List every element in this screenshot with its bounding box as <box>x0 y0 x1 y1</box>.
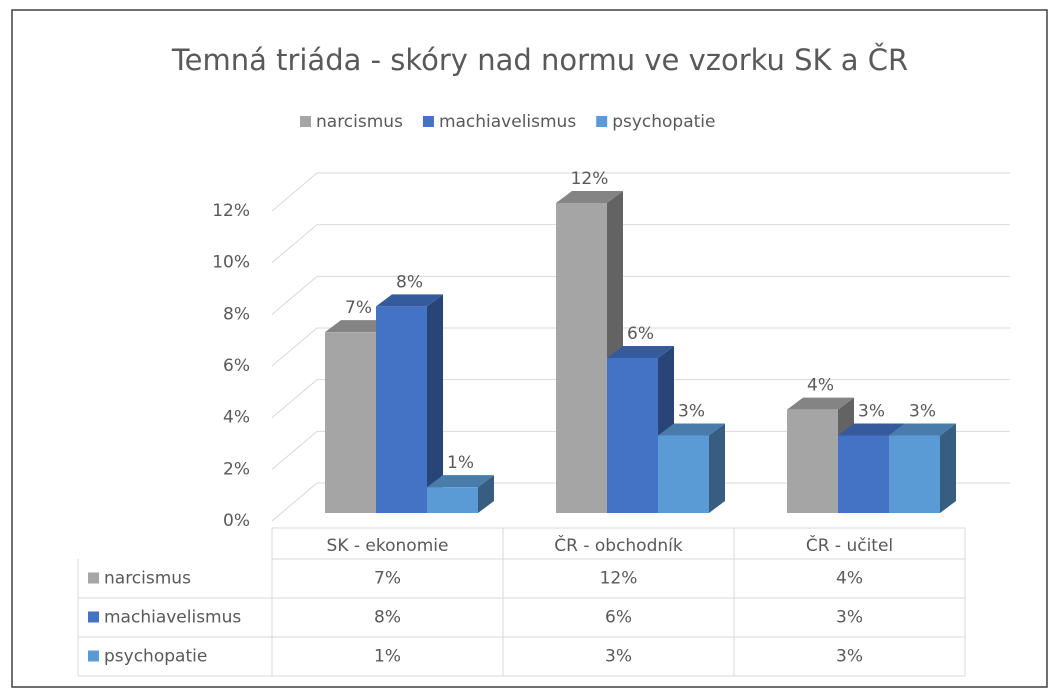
bar-top <box>658 423 725 436</box>
legend-swatch <box>300 116 311 127</box>
bar <box>838 435 889 513</box>
table-cell: 3% <box>836 647 863 667</box>
legend-label: narcismus <box>316 112 403 132</box>
y-tick-label: 6% <box>223 356 250 376</box>
x-tick-label: ČR - obchodník <box>554 534 683 556</box>
bar <box>556 203 607 513</box>
table-row-label: machiavelismus <box>104 608 241 628</box>
table-legend-swatch <box>88 611 99 623</box>
grid-line <box>271 172 318 212</box>
table-cell: 7% <box>374 569 401 589</box>
table-legend-swatch <box>88 650 99 662</box>
grid-line <box>271 224 318 264</box>
legend-swatch <box>596 116 608 127</box>
data-label: 1% <box>447 453 474 473</box>
table-legend-swatch <box>88 572 99 584</box>
bar-top <box>556 191 623 203</box>
legend-label: psychopatie <box>612 112 715 132</box>
bar-top <box>889 423 956 436</box>
grid-line <box>271 379 318 419</box>
bar-top <box>607 346 674 358</box>
legend-swatch <box>422 116 434 127</box>
table-cell: 6% <box>605 608 632 628</box>
y-tick-label: 8% <box>223 304 250 324</box>
bar-side <box>709 423 725 513</box>
x-tick-label: ČR - učitel <box>806 534 893 556</box>
bar-side <box>427 294 443 513</box>
y-tick-label: 12% <box>212 201 250 221</box>
bar <box>607 358 658 513</box>
bar-top <box>376 294 443 307</box>
chart-title: Temná triáda - skóry nad normu ve vzorku… <box>171 43 908 77</box>
bar-top <box>787 397 854 410</box>
grid-line <box>271 430 318 470</box>
y-tick-label: 10% <box>212 253 250 273</box>
grid-line <box>271 327 318 367</box>
data-label: 8% <box>396 272 423 292</box>
data-label: 3% <box>678 402 705 422</box>
table-cell: 1% <box>374 647 401 667</box>
data-label: 6% <box>627 324 654 344</box>
y-tick-label: 0% <box>223 511 250 531</box>
bar-side <box>940 423 956 513</box>
y-tick-label: 4% <box>223 408 250 428</box>
bar <box>658 435 709 513</box>
data-label: 12% <box>571 169 609 189</box>
table-row-label: narcismus <box>104 569 191 589</box>
bar <box>376 306 427 513</box>
data-label: 3% <box>909 402 936 422</box>
bar-side <box>478 475 494 513</box>
y-tick-label: 2% <box>223 459 250 479</box>
data-label: 4% <box>807 376 834 396</box>
table-row-label: psychopatie <box>104 647 207 667</box>
bar <box>325 332 376 513</box>
chart-border <box>11 9 1048 688</box>
grid-line <box>271 275 318 315</box>
grid-line <box>271 482 318 522</box>
bar-top <box>838 423 905 436</box>
table-cell: 12% <box>600 569 638 589</box>
bar <box>787 409 838 513</box>
bar <box>889 435 940 513</box>
bar-top <box>325 320 392 333</box>
x-tick-label: SK - ekonomie <box>327 536 449 556</box>
legend-label: machiavelismus <box>439 112 576 132</box>
table-cell: 3% <box>605 647 632 667</box>
data-label: 3% <box>858 402 885 422</box>
table-cell: 3% <box>836 608 863 628</box>
bar-top <box>427 475 494 488</box>
data-label: 7% <box>345 298 372 318</box>
table-cell: 8% <box>374 608 401 628</box>
table-cell: 4% <box>836 569 863 589</box>
bar <box>427 487 478 513</box>
